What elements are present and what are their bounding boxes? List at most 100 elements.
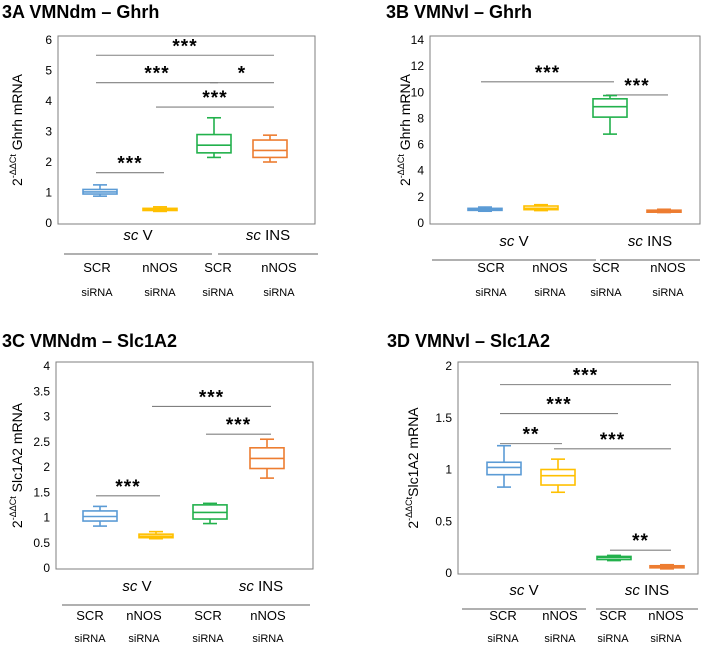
category-sublabel: siRNA [81,287,113,299]
y-axis-label-base: 2 [405,521,421,529]
group-label-italic: sc [123,227,139,244]
category-label: SCR [76,608,103,623]
box-plot [196,116,232,159]
category-sublabel: siRNA [144,287,176,299]
y-axis-label-text: Slc1A2 mRNA [405,407,421,497]
category-sublabel: siRNA [534,287,566,299]
group-label-text: V [514,233,528,250]
box-iqr [592,98,628,118]
group-label: sc V [509,582,538,599]
group-label-text: INS [643,233,672,250]
group-label: sc INS [625,582,669,599]
y-tick-label: 8 [417,111,424,125]
category-sublabel: siRNA [475,287,507,299]
y-tick-label: 1.5 [33,485,50,499]
y-tick-label: 6 [417,138,424,152]
group-label-italic: sc [246,227,262,244]
significance-label: ** [523,425,540,446]
significance-label: *** [226,415,251,436]
y-axis-label-exponent: -ΔΔCt [404,496,414,521]
category-label: SCR [477,260,504,275]
significance-label: *** [535,63,560,84]
group-label: sc INS [239,578,283,595]
box-plot [486,444,522,488]
box-iqr [196,133,232,154]
group-label-text: INS [640,582,669,599]
panel-title: 3C VMNdm – Slc1A2 [2,331,177,351]
y-axis-label-text: Ghrh mRNA [9,73,25,154]
group-label: sc V [499,233,528,250]
category-sublabel: siRNA [128,633,160,645]
y-axis-label: 2-ΔΔCt Ghrh mRNA [8,73,25,186]
category-label: nNOS [650,260,686,275]
y-tick-label: 6 [45,33,52,47]
group-label-italic: sc [509,582,525,599]
y-axis-label-base: 2 [397,178,413,186]
significance-label: *** [115,477,140,498]
significance-label: *** [144,64,169,85]
significance-label: *** [117,154,142,175]
box-plot [523,203,559,212]
box-plot [82,505,118,527]
box-iqr [486,461,522,476]
significance-label: *** [600,430,625,451]
category-label: nNOS [142,260,178,275]
significance-label: *** [624,76,649,97]
group-label-italic: sc [628,233,644,250]
y-tick-label: 4 [43,359,50,373]
y-axis-label: 2-ΔΔCt Ghrh mRNA [396,73,413,186]
y-tick-label: 1 [45,186,52,200]
box-plot [467,206,503,213]
significance-label: *** [573,366,598,387]
group-label: sc V [123,227,152,244]
significance-label: ** [632,531,649,552]
significance-label: * [238,64,246,85]
y-axis-label-text: Slc1A2 mRNA [9,402,25,496]
group-label: sc V [122,578,151,595]
box-plot [82,184,118,197]
category-sublabel: siRNA [74,633,106,645]
plot-frame [55,361,314,570]
y-tick-label: 2 [43,460,50,474]
category-label: SCR [194,608,221,623]
group-label-italic: sc [239,578,255,595]
category-sublabel: siRNA [590,287,622,299]
y-axis-label-exponent: -ΔΔCt [8,496,18,521]
y-tick-label: 4 [45,94,52,108]
category-label: nNOS [261,260,297,275]
group-label-italic: sc [625,582,641,599]
panel-title: 3D VMNvl – Slc1A2 [387,331,550,351]
y-axis-label: 2-ΔΔCtSlc1A2 mRNA [404,407,421,529]
group-label-italic: sc [122,578,138,595]
box-plot [592,94,628,135]
category-sublabel: siRNA [263,287,295,299]
box-plot [649,563,685,570]
category-sublabel: siRNA [487,633,519,645]
category-sublabel: siRNA [652,287,684,299]
y-tick-label: 1 [43,511,50,525]
category-label: SCR [83,260,110,275]
group-label-text: V [138,227,152,244]
box-plot [252,134,288,163]
category-sublabel: siRNA [650,633,682,645]
plot-frame [57,35,316,225]
y-tick-label: 14 [411,33,425,47]
y-tick-label: 5 [45,64,52,78]
category-label: nNOS [126,608,162,623]
y-tick-label: 2 [445,359,452,373]
group-label: sc INS [246,227,290,244]
plot-frame [429,35,701,225]
box-plot [540,458,576,494]
box-iqr [540,468,576,486]
category-sublabel: siRNA [202,287,234,299]
group-label-text: INS [254,578,283,595]
y-tick-label: 3 [43,410,50,424]
y-tick-label: 12 [411,59,425,73]
category-label: SCR [592,260,619,275]
y-tick-label: 0.5 [33,536,50,550]
y-tick-label: 2 [45,155,52,169]
category-label: SCR [599,608,626,623]
